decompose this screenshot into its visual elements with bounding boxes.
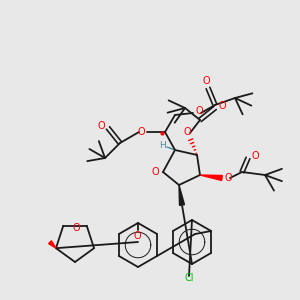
Text: O: O [97,121,105,131]
Text: H: H [160,142,167,151]
Polygon shape [49,241,56,248]
Text: O: O [73,223,81,233]
Polygon shape [179,185,184,206]
Text: O: O [133,231,141,241]
Text: O: O [183,127,191,137]
Polygon shape [200,175,222,181]
Text: O: O [151,167,159,177]
Text: O: O [224,173,232,183]
Text: O: O [137,127,145,137]
Text: O: O [202,76,210,86]
Text: O: O [251,151,259,161]
Text: O: O [195,106,203,116]
Text: O: O [218,101,226,111]
Text: Cl: Cl [184,273,194,283]
